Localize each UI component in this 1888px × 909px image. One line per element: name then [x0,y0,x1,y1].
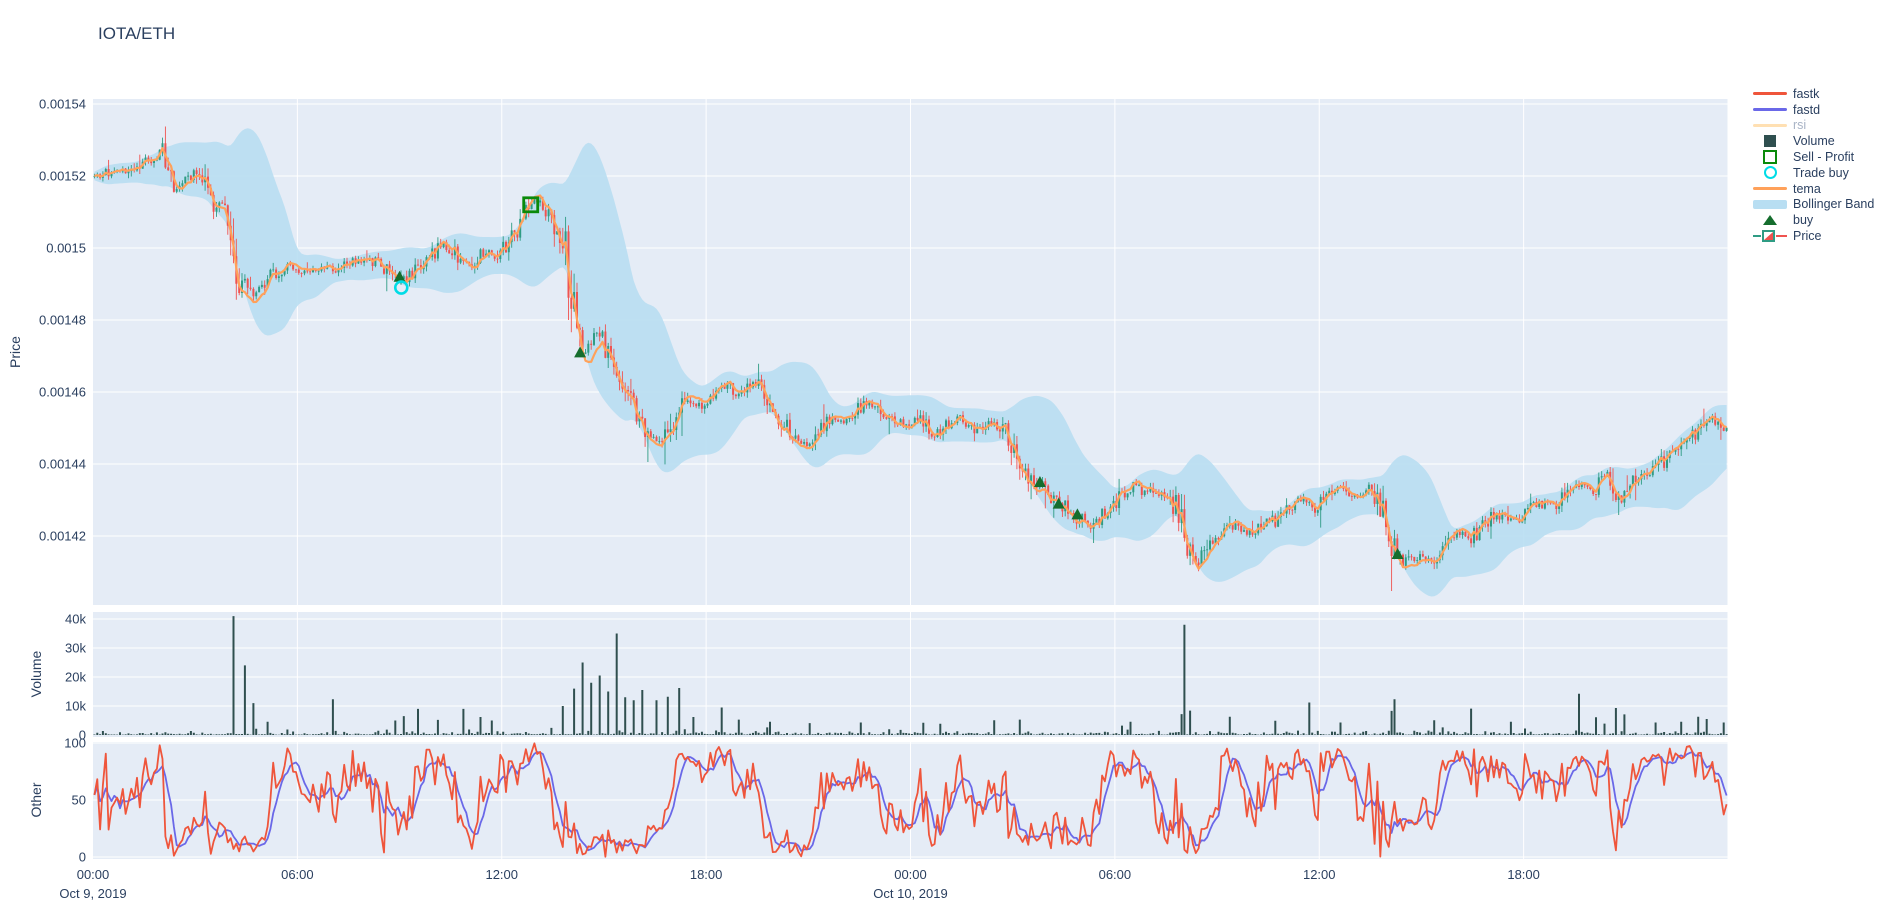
svg-text:0.0015: 0.0015 [46,241,86,256]
legend-item-price[interactable]: Price [1750,228,1888,244]
legend-item-trade-buy[interactable]: Trade buy [1750,165,1888,181]
svg-text:0: 0 [79,850,86,865]
svg-text:0.00146: 0.00146 [39,385,86,400]
svg-text:20k: 20k [65,670,86,685]
sell-profit-marker [522,196,540,214]
price-candle-icon [1750,229,1790,243]
legend-item-buy[interactable]: buy [1750,212,1888,228]
tema-line-icon [1750,187,1790,191]
volume-square-icon [1750,135,1790,148]
buy-triangle-icon [1750,215,1790,226]
svg-text:0.00148: 0.00148 [39,313,86,328]
legend-label: Bollinger Band [1793,197,1875,212]
svg-text:18:00: 18:00 [690,867,723,882]
svg-text:40k: 40k [65,612,86,627]
legend-label: fastd [1793,102,1821,117]
fastk-line [93,742,1728,858]
legend-item-fastd[interactable]: fastd [1750,102,1888,118]
buy-marker [1052,497,1065,509]
legend-item-tema[interactable]: tema [1750,181,1888,197]
legend-label: fastk [1793,86,1820,101]
buy-marker [1391,548,1404,559]
svg-text:Oct 9, 2019: Oct 9, 2019 [59,886,126,901]
svg-text:0.00144: 0.00144 [39,457,86,472]
svg-text:0.00152: 0.00152 [39,169,86,184]
svg-text:0.00154: 0.00154 [39,97,86,112]
svg-text:Oct 10, 2019: Oct 10, 2019 [873,886,947,901]
svg-text:12:00: 12:00 [1303,867,1336,882]
legend-label: Sell - Profit [1793,150,1855,165]
legend-label: Trade buy [1793,165,1849,180]
svg-text:18:00: 18:00 [1507,867,1540,882]
svg-text:10k: 10k [65,699,86,714]
fastd-line-icon [1750,108,1790,112]
legend-item-rsi[interactable]: rsi [1750,118,1888,134]
svg-text:00:00: 00:00 [894,867,927,882]
legend-item-fastk[interactable]: fastk [1750,86,1888,102]
legend-item-volume[interactable]: Volume [1750,133,1888,149]
svg-text:06:00: 06:00 [281,867,314,882]
legend-label: tema [1793,181,1821,196]
svg-text:0: 0 [79,728,86,743]
svg-text:0.00142: 0.00142 [39,529,86,544]
svg-text:06:00: 06:00 [1099,867,1132,882]
fastd-line [93,751,1728,852]
axis-tick-labels: 0.00154 0.00152 0.0015 0.00148 0.00146 0.0014… [39,97,1540,902]
tema-line [94,147,1727,570]
legend: fastk fastd rsi Volume Sell - Profit Tra… [1750,86,1888,244]
trade-markers [393,196,1404,559]
legend-label: Volume [1793,134,1835,149]
sell-profit-square-icon [1750,150,1790,165]
legend-item-bollinger[interactable]: Bollinger Band [1750,197,1888,213]
svg-text:50: 50 [72,793,86,808]
price-axis-title: Price [7,336,23,368]
svg-text:12:00: 12:00 [485,867,518,882]
buy-marker [574,346,587,358]
legend-label: rsi [1793,118,1807,133]
svg-text:30k: 30k [65,641,86,656]
legend-item-sell-profit[interactable]: Sell - Profit [1750,149,1888,165]
volume-axis-title: Volume [28,650,44,698]
trade-buy-marker [393,280,409,295]
legend-label: Price [1793,229,1822,244]
other-axis-title: Other [28,782,44,818]
buy-marker [1071,508,1084,520]
fastk-line-icon [1750,92,1790,96]
trade-buy-circle-icon [1750,166,1790,180]
chart-title: IOTA/ETH [98,24,176,43]
svg-text:100: 100 [64,736,86,751]
svg-text:00:00: 00:00 [77,867,110,882]
rsi-line-icon [1750,123,1790,127]
buy-marker [393,270,406,282]
legend-label: buy [1793,213,1814,228]
buy-marker [1033,476,1046,487]
bollinger-band-icon [1750,199,1790,209]
gridlines [93,99,1729,859]
